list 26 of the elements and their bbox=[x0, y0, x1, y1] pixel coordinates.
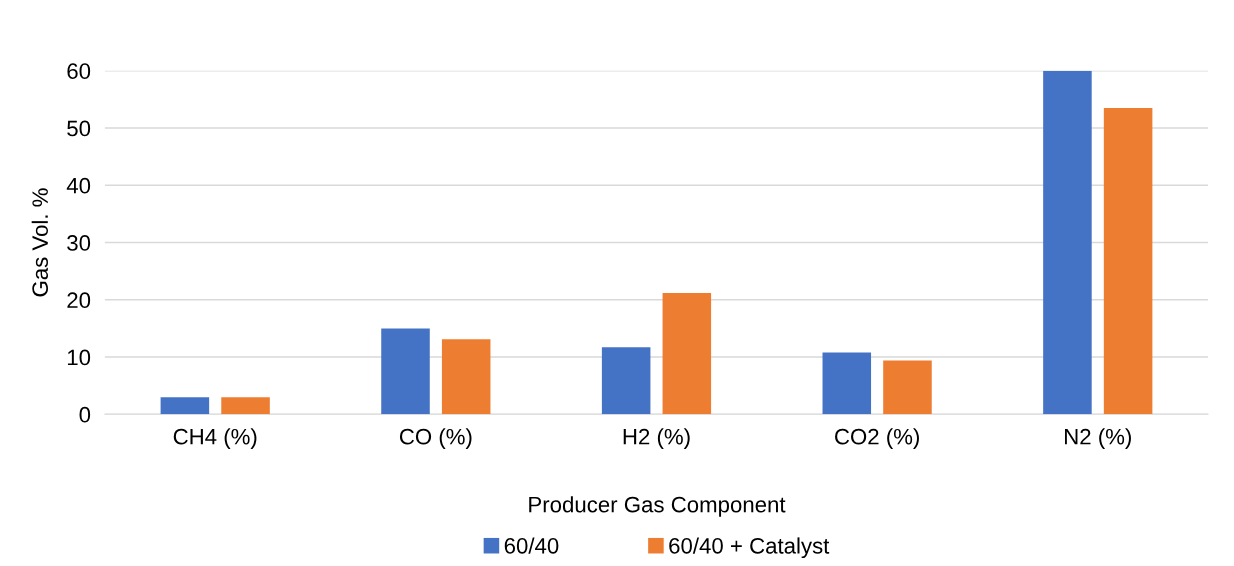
bar bbox=[822, 352, 872, 415]
y-tick-label: 10 bbox=[67, 349, 91, 366]
bar bbox=[441, 339, 491, 415]
bar bbox=[221, 397, 270, 415]
x-tick-label: CH4 (%) bbox=[173, 428, 257, 449]
y-tick-label: 0 bbox=[79, 406, 91, 423]
y-tick-label: 40 bbox=[66, 177, 91, 194]
x-axis-title: Producer Gas Component bbox=[529, 496, 786, 517]
bar bbox=[381, 328, 430, 415]
legend-label: 60/40 bbox=[504, 537, 559, 554]
y-tick-label: 30 bbox=[67, 235, 91, 251]
y-tick-label: 60 bbox=[67, 63, 91, 80]
bar bbox=[160, 397, 210, 415]
bar bbox=[601, 347, 651, 415]
y-tick-label: 20 bbox=[67, 292, 91, 309]
bar bbox=[662, 292, 712, 415]
legend-label: 60/40 + Catalyst bbox=[669, 537, 830, 559]
y-axis-title: Gas Vol. % bbox=[31, 188, 48, 297]
x-tick-label: H2 (%) bbox=[623, 428, 690, 449]
bar bbox=[883, 360, 932, 415]
x-tick-label: N2 (%) bbox=[1065, 428, 1131, 449]
bar bbox=[1103, 107, 1153, 415]
y-tick-label: 50 bbox=[67, 120, 91, 137]
bar bbox=[1043, 70, 1092, 415]
x-tick-label: CO2 (%) bbox=[835, 428, 919, 449]
x-tick-label: CO (%) bbox=[399, 428, 472, 449]
